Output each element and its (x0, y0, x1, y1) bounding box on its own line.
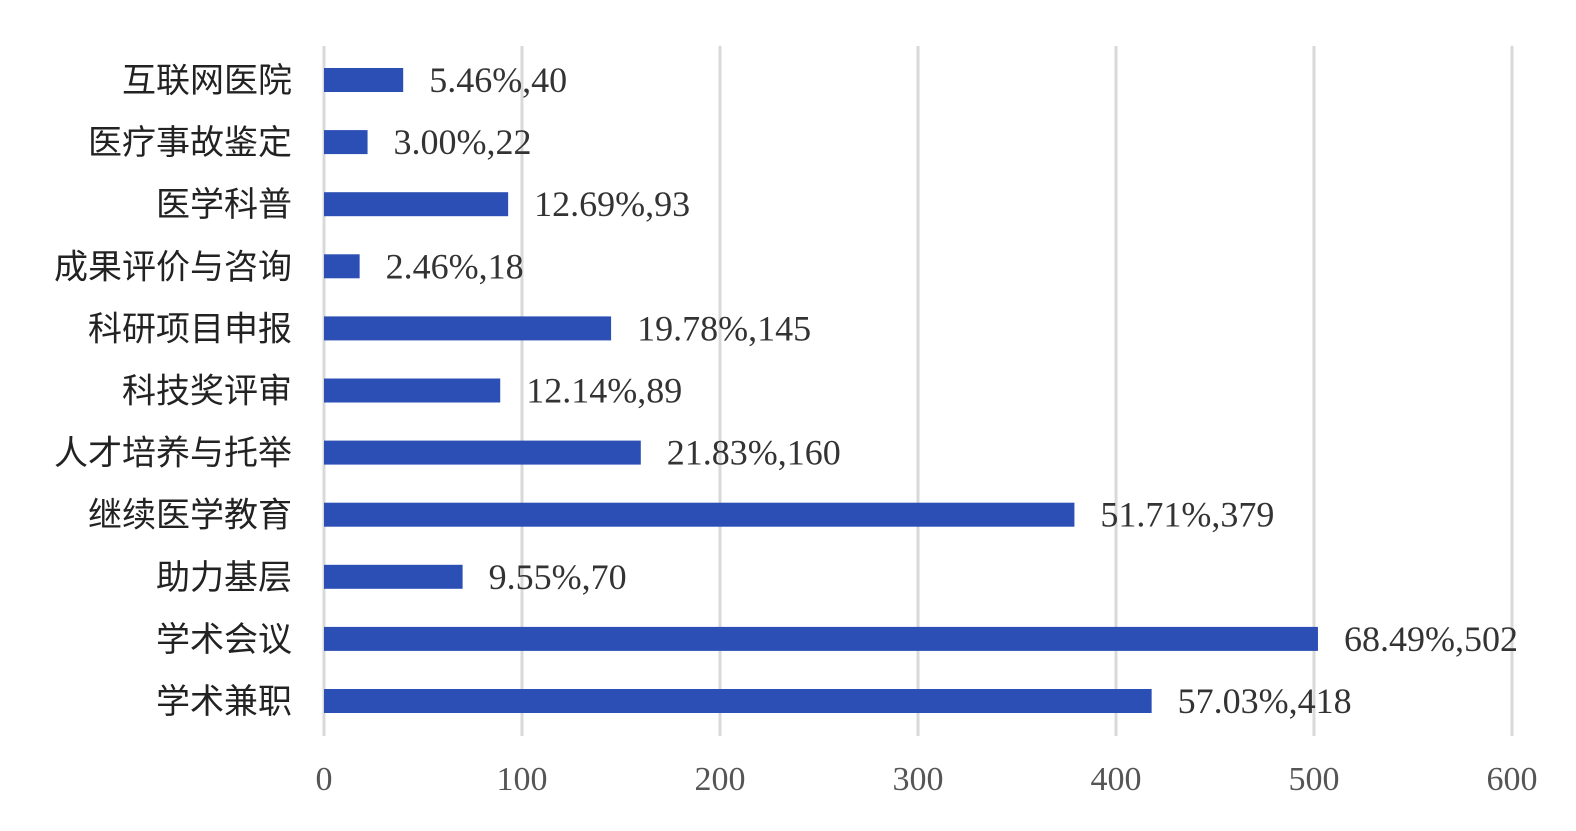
x-tick-label-400: 400 (1091, 761, 1142, 798)
x-tick-label-100: 100 (497, 761, 548, 798)
data-label-3: 2.46%,18 (386, 246, 524, 286)
bar-3 (324, 254, 360, 279)
data-label-6: 21.83%,160 (667, 433, 841, 473)
bar-4 (324, 316, 612, 341)
bar-9 (324, 626, 1318, 651)
bar-0 (324, 68, 404, 92)
bar-1 (324, 130, 368, 155)
bars (324, 68, 1318, 713)
category-label-8: 助力基层 (156, 558, 292, 598)
gridlines (322, 46, 1514, 736)
category-label-2: 医学科普 (156, 185, 292, 225)
bar-5 (324, 378, 501, 403)
category-label-9: 学术会议 (156, 620, 292, 660)
category-label-0: 互联网医院 (122, 61, 292, 101)
x-tick-label-600: 600 (1487, 761, 1538, 798)
x-tick-label-200: 200 (695, 761, 746, 798)
data-label-7: 51.71%,379 (1100, 495, 1274, 535)
labels: 0 100 200 300 400 500 600 互联网医院 5.46%,40 医疗事故鉴定 3.… (54, 60, 1538, 798)
category-label-6: 人才培养与托举 (54, 434, 292, 474)
bar-8 (324, 564, 463, 589)
data-label-10: 57.03%,418 (1178, 681, 1352, 721)
data-label-9: 68.49%,502 (1344, 619, 1518, 659)
bar-7 (324, 502, 1075, 527)
category-label-7: 继续医学教育 (88, 496, 292, 536)
data-label-1: 3.00%,22 (394, 122, 532, 162)
category-label-3: 成果评价与咨询 (54, 247, 292, 287)
x-tick-label-0: 0 (316, 761, 333, 798)
data-label-4: 19.78%,145 (637, 308, 811, 348)
data-label-5: 12.14%,89 (526, 371, 682, 411)
category-label-10: 学术兼职 (156, 682, 292, 722)
category-label-1: 医疗事故鉴定 (88, 123, 292, 163)
data-label-0: 5.46%,40 (429, 60, 567, 100)
x-tick-label-300: 300 (893, 761, 944, 798)
bar-2 (324, 192, 509, 217)
category-label-5: 科技奖评审 (122, 372, 292, 412)
x-tick-label-500: 500 (1289, 761, 1340, 798)
bar-6 (324, 440, 641, 465)
bar-10 (324, 689, 1152, 713)
data-label-8: 9.55%,70 (489, 557, 627, 597)
data-label-2: 12.69%,93 (534, 184, 690, 224)
category-label-4: 科研项目申报 (88, 309, 292, 349)
